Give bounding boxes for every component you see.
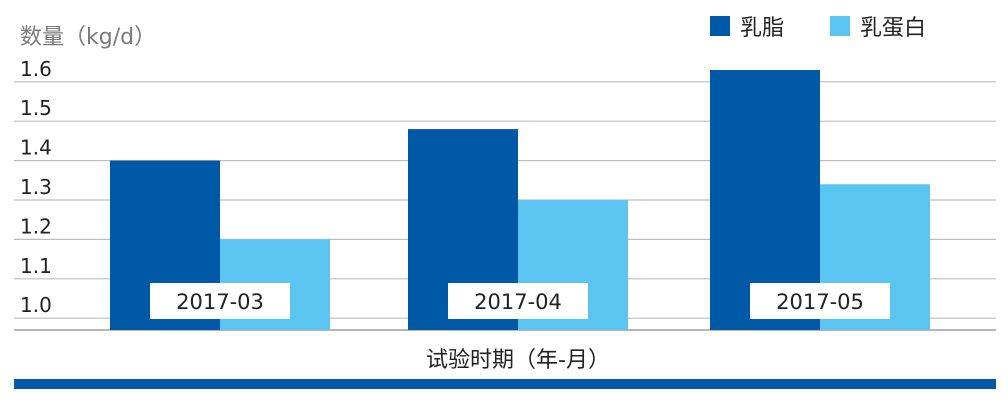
legend: 乳脂 乳蛋白	[710, 16, 926, 41]
y-tick-labels: 1.6 1.5 1.4 1.3 1.2 1.1 1.0	[20, 57, 52, 317]
category-label-2017-05: 2017-05	[776, 290, 864, 314]
y-axis-label: 数量（kg/d）	[20, 25, 156, 50]
y-tick-label-0: 1.6	[20, 57, 52, 81]
category-label-box-2017-05	[750, 283, 890, 319]
category-label-box-2017-04	[448, 283, 588, 319]
y-tick-label-5: 1.1	[20, 254, 52, 278]
y-tick-label-4: 1.2	[20, 214, 52, 238]
y-tick-label-3: 1.3	[20, 175, 52, 199]
category-labels: 2017-03 2017-04 2017-05	[150, 283, 890, 319]
category-label-2017-03: 2017-03	[176, 290, 264, 314]
y-tick-label-1: 1.5	[20, 96, 52, 120]
category-label-box-2017-03	[150, 283, 290, 319]
legend-swatch-milk-fat	[710, 16, 730, 36]
category-label-2017-04: 2017-04	[474, 290, 562, 314]
legend-label-milk-protein: 乳蛋白	[860, 16, 926, 41]
legend-label-milk-fat: 乳脂	[740, 16, 784, 41]
footer-bar	[14, 379, 996, 389]
legend-swatch-milk-protein	[830, 16, 850, 36]
y-tick-label-6: 1.0	[20, 293, 52, 317]
x-axis-label: 试验时期（年-月）	[426, 348, 610, 373]
y-tick-label-2: 1.4	[20, 136, 52, 160]
